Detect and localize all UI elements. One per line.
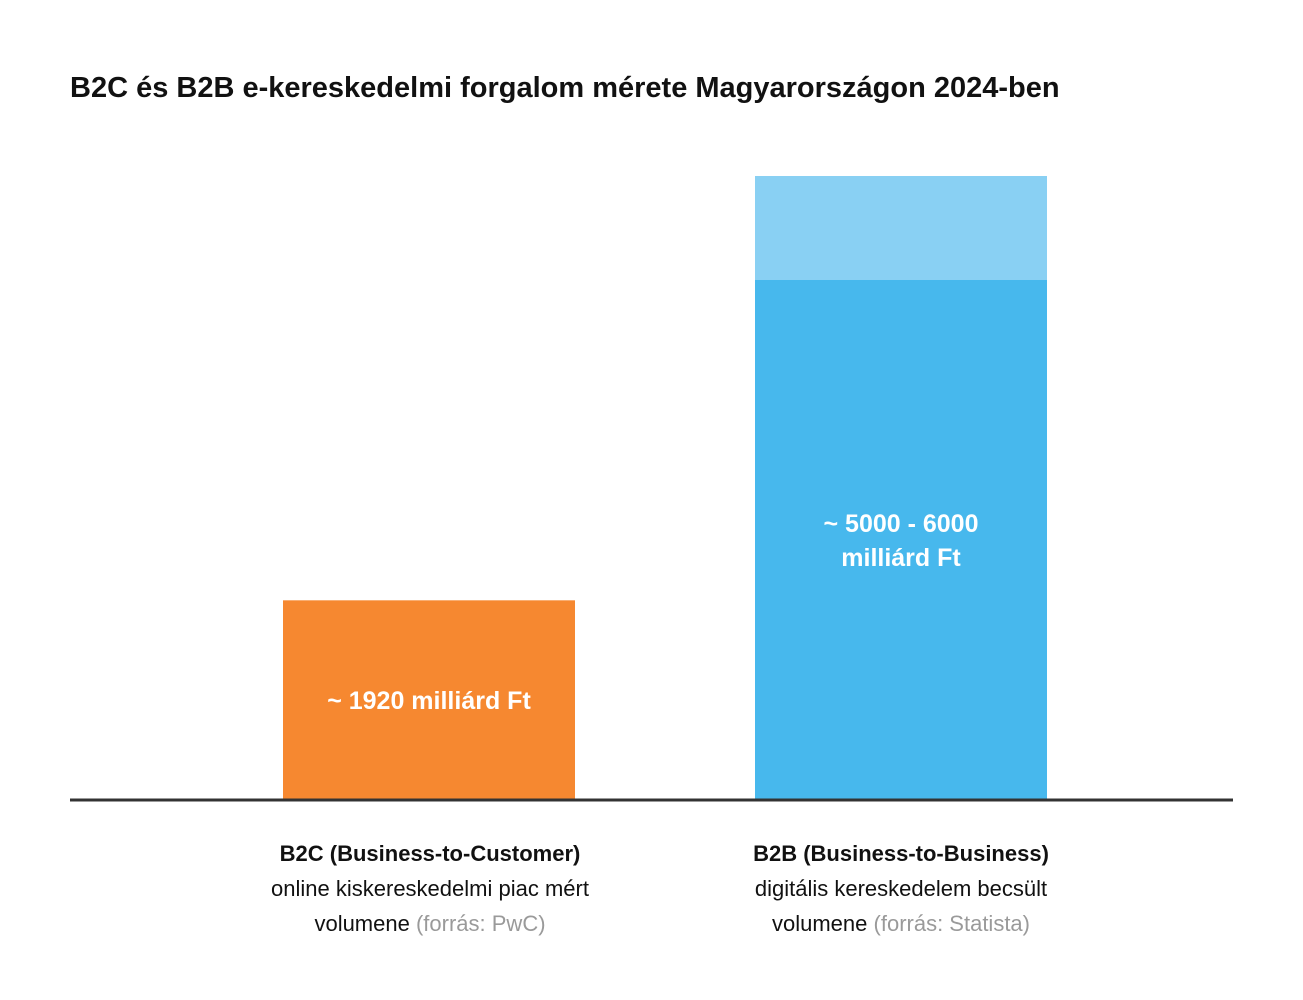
bar-b2b-value-label-2: milliárd Ft xyxy=(841,544,961,572)
category-b2c-source: (forrás: PwC) xyxy=(415,911,546,936)
category-b2b-source: (forrás: Statista) xyxy=(873,911,1030,936)
chart-title: B2C és B2B e-kereskedelmi forgalom méret… xyxy=(70,72,1060,104)
bar-b2b xyxy=(755,280,1047,800)
category-b2b-desc-2: volumene xyxy=(772,911,868,936)
category-b2c-title: B2C (Business-to-Customer) xyxy=(279,841,581,866)
category-label-b2b: B2B (Business-to-Business) digitális ker… xyxy=(681,836,1121,941)
category-b2b-desc: digitális kereskedelem becsült xyxy=(754,876,1048,901)
category-b2b-title: B2B (Business-to-Business) xyxy=(753,841,1049,866)
bar-b2c xyxy=(283,600,575,800)
category-b2c-desc-2: volumene xyxy=(314,911,410,936)
category-b2c-desc: online kiskereskedelmi piac mért xyxy=(271,876,589,901)
bar-b2b-range xyxy=(755,176,1047,280)
category-label-b2c: B2C (Business-to-Customer) online kisker… xyxy=(210,836,650,941)
bar-b2b-value-label-1: ~ 5000 - 6000 xyxy=(824,510,979,538)
bar-b2c-value-label-1: ~ 1920 milliárd Ft xyxy=(327,687,531,715)
